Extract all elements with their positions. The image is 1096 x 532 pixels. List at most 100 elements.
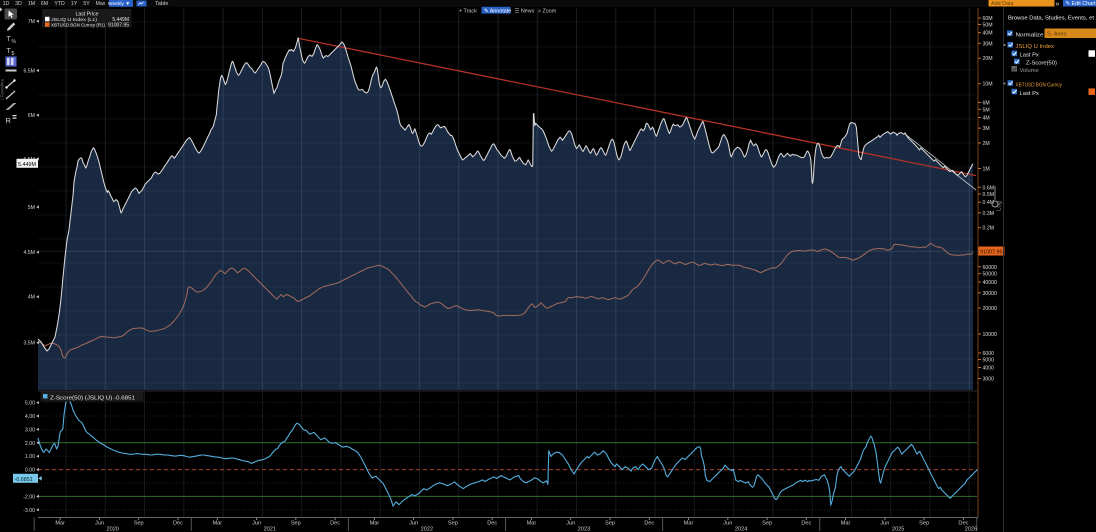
svg-text:5.00: 5.00 bbox=[25, 401, 35, 407]
svg-text:7M: 7M bbox=[28, 19, 35, 25]
svg-text:Last Px: Last Px bbox=[1020, 91, 1039, 97]
svg-text:60M: 60M bbox=[983, 16, 993, 22]
svg-text:$: $ bbox=[12, 51, 15, 57]
svg-text:2024: 2024 bbox=[735, 527, 747, 532]
svg-text:0.3M: 0.3M bbox=[983, 211, 995, 217]
svg-text:Volume: Volume bbox=[1020, 68, 1039, 74]
svg-text:1M: 1M bbox=[28, 1, 35, 7]
svg-text:Add Data: Add Data bbox=[991, 1, 1013, 7]
svg-text:Last Px: Last Px bbox=[1020, 53, 1039, 59]
svg-text:6M: 6M bbox=[41, 1, 48, 7]
svg-text:4M: 4M bbox=[28, 295, 35, 301]
svg-text:1.00: 1.00 bbox=[25, 454, 35, 460]
svg-text:Mar: Mar bbox=[370, 521, 380, 527]
svg-text:Z-Score(50) (JSLIQ U) -0.6851: Z-Score(50) (JSLIQ U) -0.6851 bbox=[50, 395, 135, 401]
svg-text:Log: Log bbox=[997, 201, 1003, 211]
svg-text:5M: 5M bbox=[983, 107, 990, 113]
svg-text:Sep: Sep bbox=[448, 521, 458, 527]
svg-text:6.5M: 6.5M bbox=[23, 69, 35, 75]
svg-text:Jun: Jun bbox=[95, 521, 104, 527]
svg-text:Max: Max bbox=[96, 1, 106, 7]
svg-text:Sep: Sep bbox=[605, 521, 615, 527]
svg-text:/ Favorites: / Favorites bbox=[0, 78, 5, 100]
svg-text:1M: 1M bbox=[983, 167, 990, 173]
svg-text:Sep: Sep bbox=[762, 521, 772, 527]
svg-text:50M: 50M bbox=[983, 23, 993, 29]
svg-text:10000: 10000 bbox=[983, 332, 998, 338]
svg-text:Mar: Mar bbox=[212, 521, 222, 527]
svg-text:40M: 40M bbox=[983, 31, 993, 37]
svg-text:3.5M: 3.5M bbox=[23, 341, 35, 347]
svg-text:Dec: Dec bbox=[173, 521, 183, 527]
svg-text:20M: 20M bbox=[983, 56, 993, 62]
svg-text:Mar: Mar bbox=[55, 521, 65, 527]
svg-text:Z-Score(50): Z-Score(50) bbox=[1026, 61, 1057, 67]
svg-text:4.5M: 4.5M bbox=[23, 250, 35, 256]
svg-text:Mar: Mar bbox=[684, 521, 694, 527]
svg-text:10M: 10M bbox=[983, 82, 993, 88]
svg-text:5.449M: 5.449M bbox=[112, 17, 129, 23]
svg-text:JSLIQ U Index (L1): JSLIQ U Index (L1) bbox=[51, 17, 97, 23]
svg-text:Jun: Jun bbox=[252, 521, 261, 527]
svg-text:91007.95: 91007.95 bbox=[980, 249, 1002, 255]
svg-text:✎ Annotate: ✎ Annotate bbox=[484, 8, 511, 14]
svg-text:Mar: Mar bbox=[527, 521, 537, 527]
svg-text:☰ News: ☰ News bbox=[515, 8, 535, 14]
svg-text:2M: 2M bbox=[983, 141, 990, 147]
svg-text:0.2M: 0.2M bbox=[983, 226, 995, 232]
svg-text:-0.6851: -0.6851 bbox=[15, 477, 33, 483]
svg-text:0.4M: 0.4M bbox=[983, 200, 995, 206]
svg-text:XBTUSD BGN Curncy (R1): XBTUSD BGN Curncy (R1) bbox=[51, 23, 105, 29]
svg-text:Dec: Dec bbox=[330, 521, 340, 527]
svg-text:YTD: YTD bbox=[54, 1, 65, 7]
svg-text:5000: 5000 bbox=[983, 358, 995, 364]
svg-text:Sep: Sep bbox=[134, 521, 144, 527]
svg-text:Jun: Jun bbox=[566, 521, 575, 527]
svg-text:Dec: Dec bbox=[487, 521, 497, 527]
svg-text:T: T bbox=[7, 48, 12, 55]
svg-text:2023: 2023 bbox=[578, 527, 590, 532]
svg-text:Table: Table bbox=[155, 1, 168, 7]
svg-text:3.00: 3.00 bbox=[25, 427, 35, 433]
svg-text:60000: 60000 bbox=[983, 265, 998, 271]
svg-text:30000: 30000 bbox=[983, 291, 998, 297]
svg-text:Dec: Dec bbox=[644, 521, 654, 527]
svg-text:XBTUSD BGN Curncy: XBTUSD BGN Curncy bbox=[1016, 82, 1063, 88]
svg-text:Weekly ▼: Weekly ▼ bbox=[108, 1, 130, 7]
svg-text:6M: 6M bbox=[28, 113, 35, 119]
svg-text:50000: 50000 bbox=[983, 272, 998, 278]
svg-text:»: » bbox=[1056, 1, 1060, 8]
svg-text:Mar: Mar bbox=[841, 521, 851, 527]
svg-text:Sep: Sep bbox=[919, 521, 929, 527]
svg-text:0.5M: 0.5M bbox=[983, 192, 995, 198]
svg-text:3000: 3000 bbox=[983, 377, 995, 383]
svg-text:1D: 1D bbox=[3, 1, 10, 7]
svg-text:+ Track: + Track bbox=[459, 8, 477, 14]
svg-text:2026: 2026 bbox=[965, 527, 977, 532]
svg-text:5.449M: 5.449M bbox=[18, 162, 36, 168]
svg-text:0.6M: 0.6M bbox=[983, 185, 995, 191]
svg-text:5M: 5M bbox=[28, 205, 35, 211]
svg-text:Jun: Jun bbox=[880, 521, 889, 527]
svg-text:Jun: Jun bbox=[409, 521, 418, 527]
svg-text:30M: 30M bbox=[983, 41, 993, 47]
svg-text:Dec: Dec bbox=[801, 521, 811, 527]
svg-text:-3.00: -3.00 bbox=[23, 508, 35, 514]
svg-text:-2.00: -2.00 bbox=[23, 494, 35, 500]
svg-text:T: T bbox=[7, 36, 12, 43]
svg-text:2020: 2020 bbox=[106, 527, 118, 532]
svg-text:Normalize: Normalize bbox=[1016, 33, 1044, 39]
svg-text:%: % bbox=[12, 39, 17, 45]
svg-text:⌕ Zoom: ⌕ Zoom bbox=[538, 8, 557, 14]
svg-text:R: R bbox=[6, 116, 12, 125]
svg-text:3M: 3M bbox=[983, 126, 990, 132]
svg-text:6000: 6000 bbox=[983, 351, 995, 357]
svg-text:4.00: 4.00 bbox=[25, 414, 35, 420]
svg-text:Dec: Dec bbox=[958, 521, 968, 527]
svg-text:20000: 20000 bbox=[983, 306, 998, 312]
svg-text:5Y: 5Y bbox=[83, 1, 90, 7]
svg-text:40000: 40000 bbox=[983, 280, 998, 286]
svg-text:3D: 3D bbox=[15, 1, 22, 7]
svg-text:0.00: 0.00 bbox=[25, 468, 35, 474]
svg-text:2.00: 2.00 bbox=[25, 441, 35, 447]
